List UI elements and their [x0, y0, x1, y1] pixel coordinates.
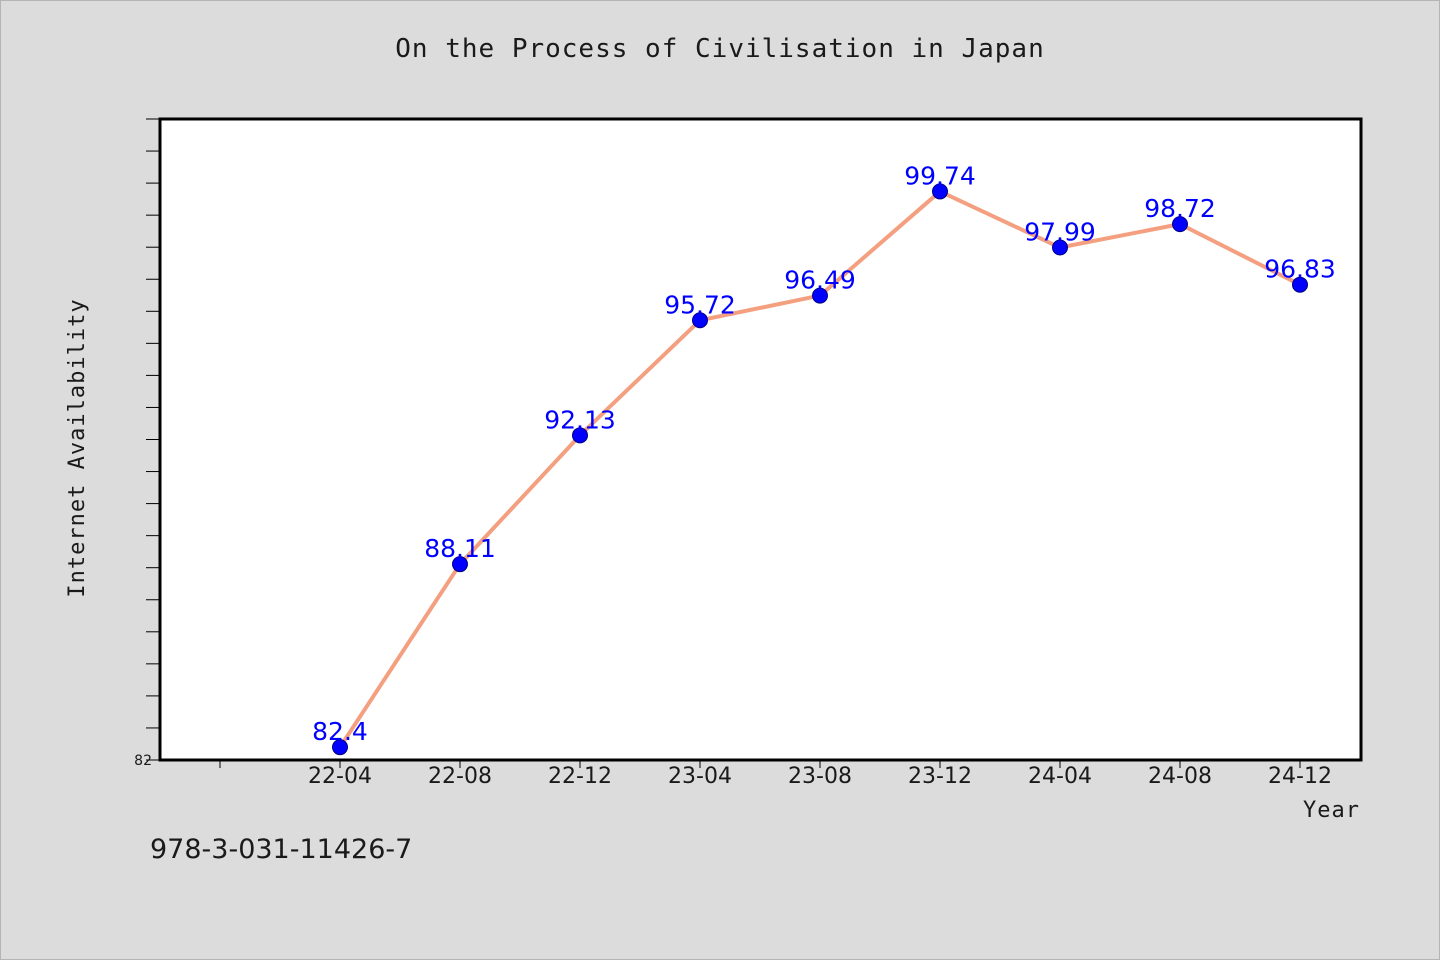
x-tick-label: 22-04: [308, 764, 372, 789]
data-point: [332, 739, 348, 756]
x-tick-label: 23-04: [668, 764, 732, 789]
y-axis-ticks: 82: [134, 118, 160, 769]
x-tick-label: 24-12: [1268, 764, 1332, 789]
data-point: [692, 312, 708, 329]
y-tick-label: 82: [134, 753, 152, 769]
isbn-footnote: 978-3-031-11426-7: [150, 834, 413, 865]
data-label: 96.49: [784, 266, 856, 295]
x-tick-label: 24-08: [1148, 764, 1212, 789]
x-axis-ticks: 22-04 22-08 22-12 23-04 23-08 23-12 24-04 24-08…: [219, 760, 1332, 789]
data-point: [1292, 276, 1308, 293]
data-point: [452, 556, 468, 573]
data-point: [572, 427, 588, 444]
y-axis-label: Internet Availability: [65, 298, 90, 597]
data-label: 98.72: [1144, 194, 1216, 223]
x-tick-label: 22-08: [428, 764, 492, 789]
chart-title: On the Process of Civilisation in Japan: [395, 34, 1045, 64]
data-point: [932, 183, 948, 200]
series-group: [332, 183, 1308, 756]
x-axis-label: Year: [1303, 798, 1360, 823]
data-label: 96.83: [1264, 255, 1336, 284]
data-point: [812, 287, 828, 304]
x-tick-label: 24-04: [1028, 764, 1092, 789]
data-label: 82.4: [312, 717, 368, 746]
x-tick-label: 22-12: [548, 764, 612, 789]
x-tick-label: 23-12: [908, 764, 972, 789]
data-label: 97.99: [1024, 218, 1096, 247]
data-point: [1172, 216, 1188, 233]
data-point: [1052, 239, 1068, 256]
data-label: 92.13: [544, 405, 616, 434]
x-tick-label: 23-08: [788, 764, 852, 789]
data-label: 88.11: [424, 534, 496, 563]
data-label: 95.72: [664, 290, 736, 319]
data-label: 99.74: [904, 161, 976, 190]
data-labels-group: 82.4 88.11 92.13 95.72 96.49 99.74 97.99 98.72 9…: [312, 161, 1336, 746]
